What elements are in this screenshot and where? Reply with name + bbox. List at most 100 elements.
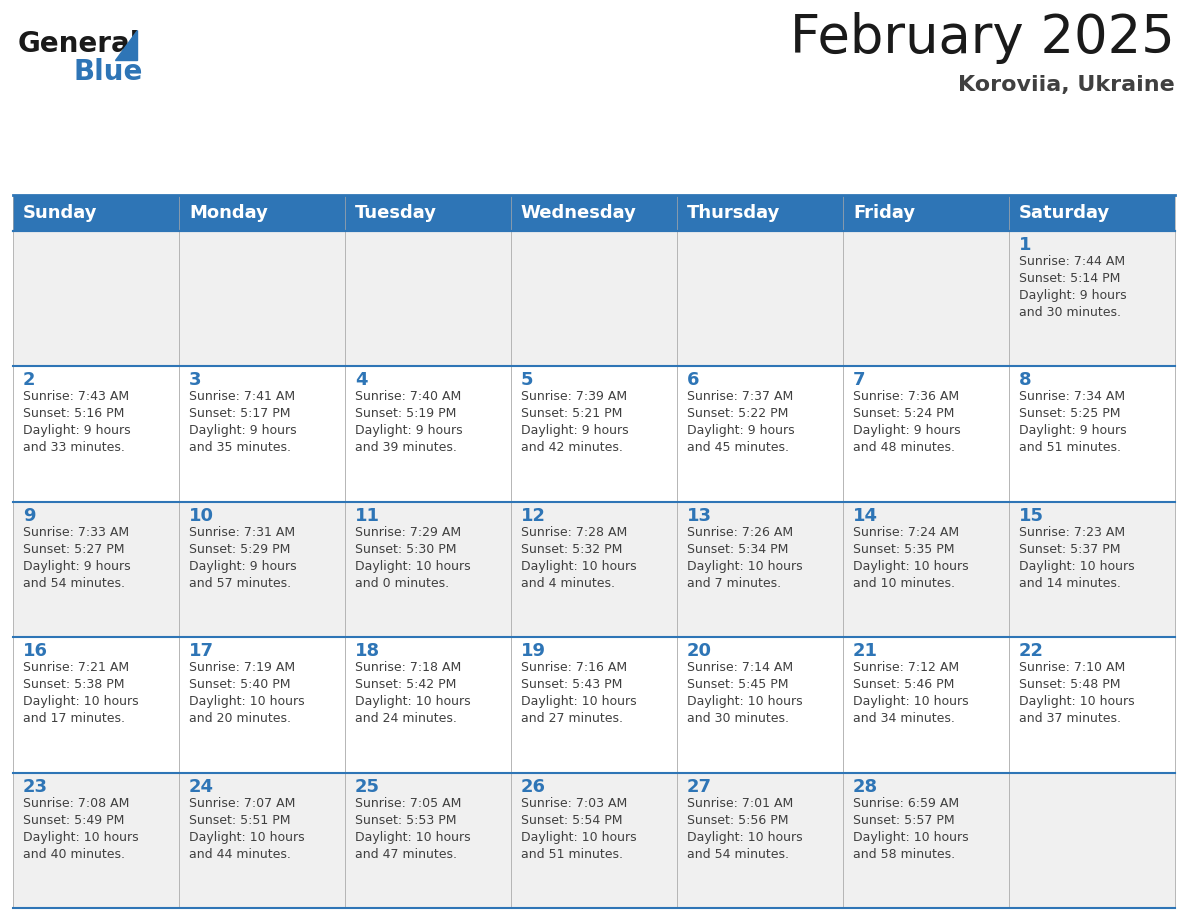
Text: Sunset: 5:51 PM: Sunset: 5:51 PM: [189, 813, 290, 826]
Text: Sunrise: 7:16 AM: Sunrise: 7:16 AM: [522, 661, 627, 674]
Bar: [179, 231, 345, 366]
Text: Daylight: 9 hours: Daylight: 9 hours: [1019, 424, 1126, 437]
Text: and 47 minutes.: and 47 minutes.: [355, 847, 457, 860]
Text: 14: 14: [853, 507, 878, 525]
Text: and 35 minutes.: and 35 minutes.: [189, 442, 291, 454]
Text: Daylight: 10 hours: Daylight: 10 hours: [853, 695, 968, 708]
Text: Sunrise: 7:21 AM: Sunrise: 7:21 AM: [23, 661, 129, 674]
Bar: [1009, 231, 1175, 366]
Text: 12: 12: [522, 507, 546, 525]
Text: Sunset: 5:34 PM: Sunset: 5:34 PM: [687, 543, 789, 555]
Text: Daylight: 10 hours: Daylight: 10 hours: [522, 560, 637, 573]
Text: Sunset: 5:38 PM: Sunset: 5:38 PM: [23, 678, 125, 691]
Text: Sunset: 5:16 PM: Sunset: 5:16 PM: [23, 408, 125, 420]
Text: 4: 4: [355, 372, 367, 389]
Text: Sunset: 5:25 PM: Sunset: 5:25 PM: [1019, 408, 1120, 420]
Bar: [345, 195, 511, 231]
Text: Daylight: 10 hours: Daylight: 10 hours: [355, 560, 470, 573]
Bar: [843, 195, 1009, 231]
Text: and 27 minutes.: and 27 minutes.: [522, 712, 623, 725]
Bar: [179, 195, 345, 231]
Text: Sunset: 5:29 PM: Sunset: 5:29 PM: [189, 543, 290, 555]
Text: Sunrise: 7:43 AM: Sunrise: 7:43 AM: [23, 390, 129, 403]
Text: Sunset: 5:14 PM: Sunset: 5:14 PM: [1019, 272, 1120, 285]
Bar: [511, 195, 677, 231]
Text: Sunset: 5:27 PM: Sunset: 5:27 PM: [23, 543, 125, 555]
Text: Daylight: 9 hours: Daylight: 9 hours: [189, 424, 297, 437]
Text: February 2025: February 2025: [790, 12, 1175, 64]
Text: 17: 17: [189, 643, 214, 660]
Text: 20: 20: [687, 643, 712, 660]
Text: Sunrise: 7:08 AM: Sunrise: 7:08 AM: [23, 797, 129, 810]
Text: Daylight: 9 hours: Daylight: 9 hours: [853, 424, 961, 437]
Text: Daylight: 10 hours: Daylight: 10 hours: [355, 831, 470, 844]
Text: Daylight: 10 hours: Daylight: 10 hours: [189, 695, 304, 708]
Text: Sunrise: 7:18 AM: Sunrise: 7:18 AM: [355, 661, 461, 674]
Text: Sunrise: 7:34 AM: Sunrise: 7:34 AM: [1019, 390, 1125, 403]
Text: Sunrise: 7:29 AM: Sunrise: 7:29 AM: [355, 526, 461, 539]
Bar: [13, 502, 179, 637]
Text: Sunset: 5:42 PM: Sunset: 5:42 PM: [355, 678, 456, 691]
Bar: [13, 773, 179, 908]
Bar: [1009, 195, 1175, 231]
Text: Daylight: 10 hours: Daylight: 10 hours: [1019, 695, 1135, 708]
Text: 6: 6: [687, 372, 700, 389]
Text: Sunset: 5:49 PM: Sunset: 5:49 PM: [23, 813, 125, 826]
Text: 28: 28: [853, 778, 878, 796]
Text: and 37 minutes.: and 37 minutes.: [1019, 712, 1121, 725]
Text: and 10 minutes.: and 10 minutes.: [853, 577, 955, 589]
Text: Sunrise: 7:44 AM: Sunrise: 7:44 AM: [1019, 255, 1125, 268]
Text: Sunset: 5:53 PM: Sunset: 5:53 PM: [355, 813, 456, 826]
Bar: [677, 773, 843, 908]
Text: and 24 minutes.: and 24 minutes.: [355, 712, 457, 725]
Text: 23: 23: [23, 778, 48, 796]
Bar: [345, 231, 511, 366]
Bar: [179, 502, 345, 637]
Bar: [511, 366, 677, 502]
Text: 19: 19: [522, 643, 546, 660]
Text: Sunrise: 7:05 AM: Sunrise: 7:05 AM: [355, 797, 461, 810]
Text: Sunset: 5:48 PM: Sunset: 5:48 PM: [1019, 678, 1120, 691]
Text: Sunset: 5:22 PM: Sunset: 5:22 PM: [687, 408, 789, 420]
Text: Sunset: 5:30 PM: Sunset: 5:30 PM: [355, 543, 456, 555]
Bar: [511, 773, 677, 908]
Text: Saturday: Saturday: [1019, 204, 1111, 222]
Text: Sunset: 5:21 PM: Sunset: 5:21 PM: [522, 408, 623, 420]
Text: 27: 27: [687, 778, 712, 796]
Text: Daylight: 10 hours: Daylight: 10 hours: [23, 695, 139, 708]
Bar: [179, 366, 345, 502]
Text: 13: 13: [687, 507, 712, 525]
Text: Sunrise: 7:28 AM: Sunrise: 7:28 AM: [522, 526, 627, 539]
Bar: [1009, 366, 1175, 502]
Bar: [677, 502, 843, 637]
Text: Daylight: 9 hours: Daylight: 9 hours: [355, 424, 462, 437]
Bar: [677, 195, 843, 231]
Text: Sunrise: 7:37 AM: Sunrise: 7:37 AM: [687, 390, 794, 403]
Text: 7: 7: [853, 372, 866, 389]
Bar: [345, 366, 511, 502]
Text: and 33 minutes.: and 33 minutes.: [23, 442, 125, 454]
Text: 15: 15: [1019, 507, 1044, 525]
Text: Sunset: 5:32 PM: Sunset: 5:32 PM: [522, 543, 623, 555]
Text: 26: 26: [522, 778, 546, 796]
Text: Daylight: 10 hours: Daylight: 10 hours: [355, 695, 470, 708]
Text: 10: 10: [189, 507, 214, 525]
Text: Daylight: 10 hours: Daylight: 10 hours: [1019, 560, 1135, 573]
Text: Sunrise: 7:40 AM: Sunrise: 7:40 AM: [355, 390, 461, 403]
Bar: [345, 773, 511, 908]
Text: Sunday: Sunday: [23, 204, 97, 222]
Text: and 54 minutes.: and 54 minutes.: [687, 847, 789, 860]
Text: Sunset: 5:37 PM: Sunset: 5:37 PM: [1019, 543, 1120, 555]
Text: and 34 minutes.: and 34 minutes.: [853, 712, 955, 725]
Text: Daylight: 10 hours: Daylight: 10 hours: [687, 831, 803, 844]
Text: 5: 5: [522, 372, 533, 389]
Polygon shape: [115, 30, 137, 60]
Bar: [179, 773, 345, 908]
Text: Daylight: 9 hours: Daylight: 9 hours: [1019, 289, 1126, 302]
Text: Tuesday: Tuesday: [355, 204, 437, 222]
Text: Monday: Monday: [189, 204, 267, 222]
Text: Sunrise: 7:12 AM: Sunrise: 7:12 AM: [853, 661, 959, 674]
Text: Friday: Friday: [853, 204, 915, 222]
Text: Daylight: 9 hours: Daylight: 9 hours: [23, 424, 131, 437]
Text: 9: 9: [23, 507, 36, 525]
